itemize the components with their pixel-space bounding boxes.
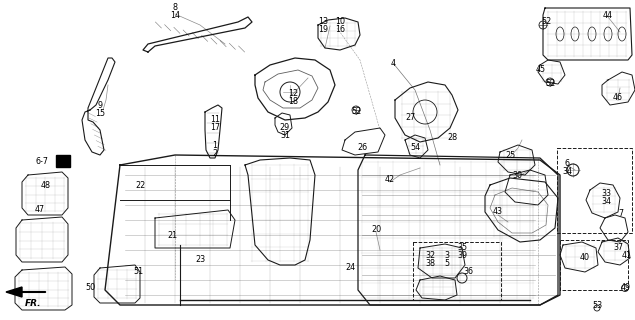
Text: 52: 52 <box>351 108 361 116</box>
Text: 36: 36 <box>463 268 473 276</box>
Text: 12: 12 <box>288 89 298 98</box>
Text: 33: 33 <box>601 188 611 197</box>
Text: 16: 16 <box>335 26 345 35</box>
Text: 47: 47 <box>35 205 45 214</box>
Text: 15: 15 <box>95 108 105 117</box>
Text: 35: 35 <box>457 243 467 252</box>
Polygon shape <box>6 287 22 297</box>
Text: 26: 26 <box>357 143 367 153</box>
Text: 53: 53 <box>592 300 602 309</box>
Bar <box>557 148 632 233</box>
Text: 11: 11 <box>210 116 220 124</box>
Text: 37: 37 <box>613 243 623 252</box>
Text: FR.: FR. <box>25 299 41 308</box>
Text: 42: 42 <box>385 175 395 185</box>
Text: 7: 7 <box>618 209 624 218</box>
Text: 29: 29 <box>280 124 290 132</box>
Text: 32: 32 <box>425 251 435 260</box>
Text: 14: 14 <box>170 12 180 20</box>
Text: 39: 39 <box>457 251 467 260</box>
Text: 9: 9 <box>97 100 103 109</box>
Text: 13: 13 <box>318 18 328 27</box>
Text: 31: 31 <box>280 132 290 140</box>
Bar <box>413 242 501 300</box>
Text: 52: 52 <box>542 18 552 27</box>
Text: 41: 41 <box>622 251 632 260</box>
Text: 5: 5 <box>444 259 450 268</box>
Text: 8: 8 <box>173 4 178 12</box>
Text: 48: 48 <box>41 180 51 189</box>
Text: 25: 25 <box>505 150 515 159</box>
Bar <box>56 155 70 167</box>
Text: 34: 34 <box>601 196 611 205</box>
Bar <box>560 240 628 290</box>
Text: 6-7: 6-7 <box>36 157 48 166</box>
Text: 30: 30 <box>512 171 522 180</box>
Text: 44: 44 <box>603 11 613 20</box>
Text: 1: 1 <box>213 140 218 149</box>
Text: 17: 17 <box>210 124 220 132</box>
Text: 40: 40 <box>580 252 590 261</box>
Text: 4: 4 <box>391 59 396 68</box>
Text: 43: 43 <box>493 207 503 217</box>
Text: 49: 49 <box>621 284 631 292</box>
Text: 24: 24 <box>345 263 355 273</box>
Text: 45: 45 <box>536 66 546 75</box>
Text: 10: 10 <box>335 18 345 27</box>
Text: 51: 51 <box>133 268 143 276</box>
Text: 34: 34 <box>562 166 572 175</box>
Text: 18: 18 <box>288 97 298 106</box>
Text: 46: 46 <box>613 93 623 102</box>
Text: 27: 27 <box>405 114 415 123</box>
Text: 28: 28 <box>447 133 457 142</box>
Text: 2: 2 <box>213 148 218 157</box>
Text: 19: 19 <box>318 26 328 35</box>
Text: 22: 22 <box>135 180 145 189</box>
Text: 21: 21 <box>167 230 177 239</box>
Text: 52: 52 <box>545 78 555 87</box>
Text: 50: 50 <box>85 284 95 292</box>
Text: 3: 3 <box>444 251 450 260</box>
Text: 20: 20 <box>371 226 381 235</box>
Text: 54: 54 <box>410 143 420 153</box>
Text: 6: 6 <box>565 158 570 167</box>
Text: 38: 38 <box>425 259 435 268</box>
Text: 23: 23 <box>195 255 205 265</box>
